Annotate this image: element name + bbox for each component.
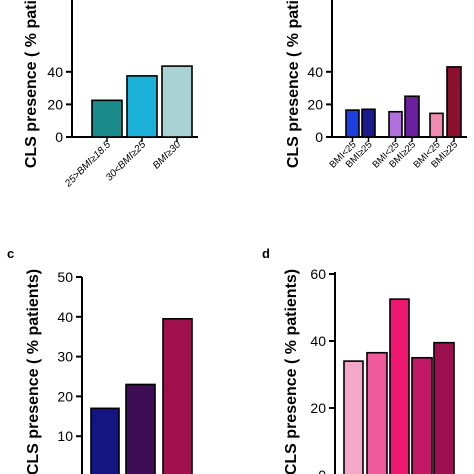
- y-tick-label: 20: [307, 96, 323, 112]
- x-tick-label: 25>BMI≥18.5: [62, 139, 113, 190]
- y-tick-label: 60: [310, 266, 326, 282]
- y-tick-label: 20: [47, 96, 63, 112]
- y-tick-label: 0: [315, 129, 323, 145]
- bar: [366, 351, 388, 474]
- chart-panels: 0 20 40 CLS presence ( % patients) 25>BMI≥18…: [7, 0, 467, 474]
- y-tick-label: 40: [57, 309, 73, 325]
- y-axis-label: CLS presence ( % patients): [283, 269, 300, 474]
- bar: [411, 356, 433, 474]
- bar: [429, 112, 444, 138]
- bar: [388, 110, 403, 138]
- bar: [361, 108, 376, 138]
- panel-3: c 10 20 30 40 50 CLS presence ( % patients): [7, 246, 193, 474]
- y-tick-label: 20: [57, 388, 73, 404]
- panel-4: d 0 20 40 60 CLS presence ( % patients): [262, 246, 455, 474]
- panel-letter: c: [7, 246, 14, 261]
- y-axis-label: CLS presence ( % patients): [25, 269, 42, 474]
- bar: [91, 99, 123, 138]
- bar: [126, 75, 158, 138]
- y-tick-label: 10: [57, 428, 73, 444]
- y-tick-label: 40: [47, 64, 63, 80]
- x-tick-label: BMI≥30: [151, 139, 183, 171]
- bar: [162, 317, 193, 474]
- bar: [90, 407, 120, 474]
- bar: [125, 383, 156, 474]
- bar: [389, 298, 410, 474]
- y-tick-label: 50: [57, 269, 73, 285]
- y-tick-label: 20: [310, 400, 326, 416]
- y-tick-label: 0: [318, 467, 326, 474]
- bar: [345, 109, 360, 138]
- y-axis-label: CLS presence ( % patients): [23, 0, 40, 168]
- bar: [433, 341, 455, 474]
- y-axis-label: CLS presence ( % patients): [285, 0, 302, 168]
- panel-1: 0 20 40 CLS presence ( % patients) 25>BMI≥18…: [23, 0, 198, 190]
- bar: [446, 66, 462, 138]
- y-tick-label: 30: [57, 349, 73, 365]
- bar: [404, 95, 420, 138]
- y-tick-label: 40: [310, 333, 326, 349]
- bar: [161, 65, 193, 138]
- y-tick-label: 40: [307, 64, 323, 80]
- bar: [343, 360, 364, 474]
- panel-letter: d: [262, 246, 270, 261]
- y-tick-label: 0: [55, 129, 63, 145]
